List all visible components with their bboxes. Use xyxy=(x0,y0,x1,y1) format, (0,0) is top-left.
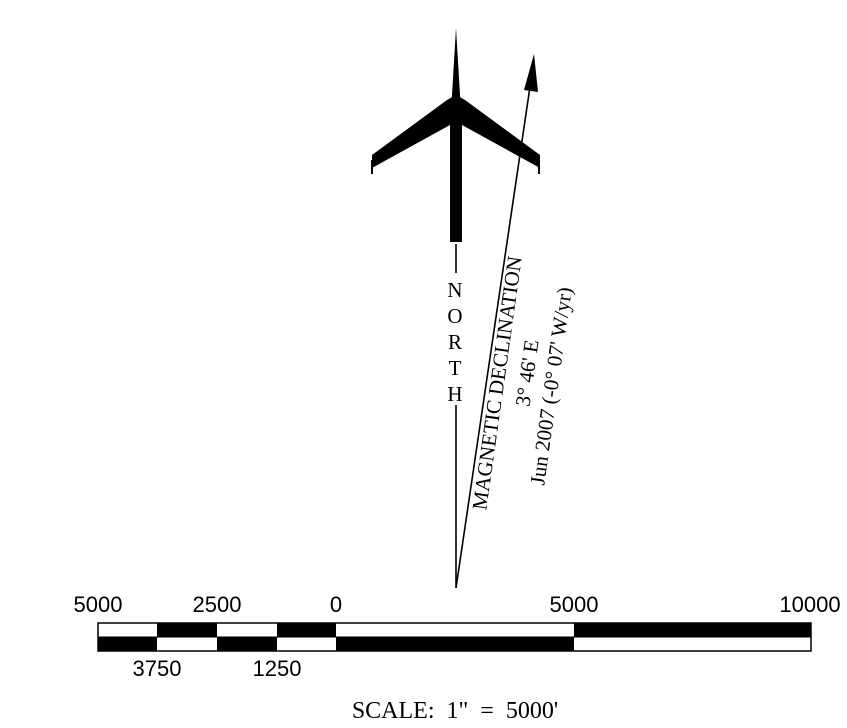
scale-label: 0 xyxy=(330,592,342,617)
scale-bar xyxy=(97,622,812,652)
scale-ratio-text: SCALE: 1" = 5000' xyxy=(352,698,558,724)
scale-label: 2500 xyxy=(193,592,242,617)
scale-bottom-labels: 3750 1250 xyxy=(133,656,302,681)
north-letter: R xyxy=(448,330,462,354)
north-letter: O xyxy=(447,304,462,328)
scale-label: 3750 xyxy=(133,656,182,681)
scale-label: 1250 xyxy=(253,656,302,681)
declination-labels: MAGNETIC DECLINATION 3° 46' E Jun 2007 (… xyxy=(467,255,576,512)
scale-top-labels: 5000 2500 0 5000 10000 xyxy=(74,592,841,617)
scale-label: 10000 xyxy=(779,592,840,617)
north-letter: T xyxy=(449,356,462,380)
scale-label: 5000 xyxy=(74,592,123,617)
declination-arrow xyxy=(455,54,538,589)
north-letters: N O R T H xyxy=(447,278,462,406)
scale-label: 5000 xyxy=(550,592,599,617)
north-letter: H xyxy=(447,382,462,406)
airplane-icon xyxy=(371,28,540,242)
north-letter: N xyxy=(447,278,462,302)
arrowhead-icon xyxy=(524,54,538,92)
